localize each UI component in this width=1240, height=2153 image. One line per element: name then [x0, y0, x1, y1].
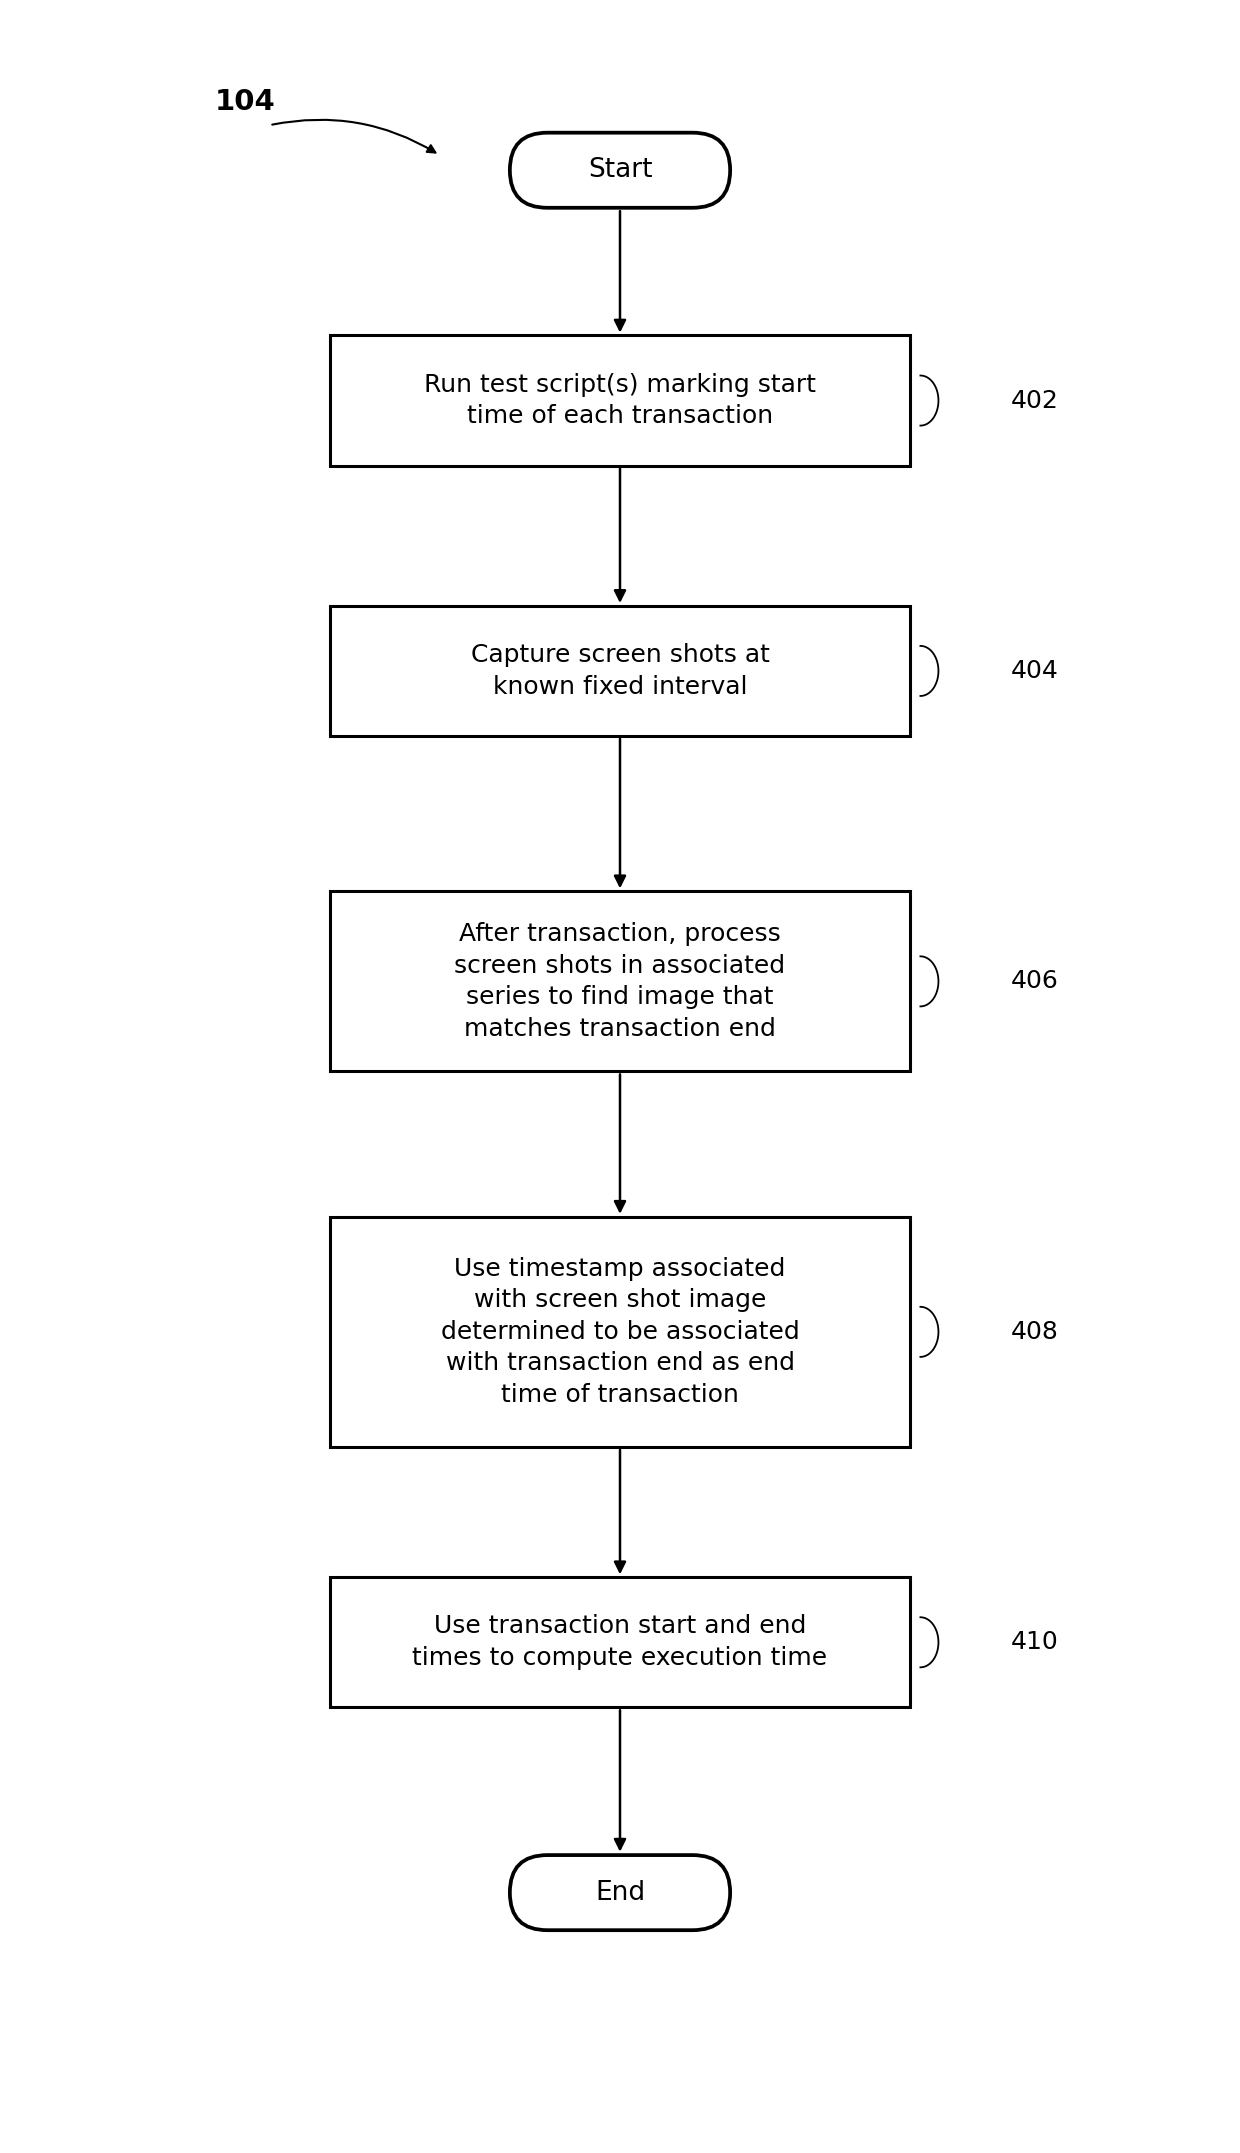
FancyBboxPatch shape	[510, 133, 730, 209]
Text: 104: 104	[215, 88, 275, 116]
FancyBboxPatch shape	[330, 1578, 910, 1707]
Text: End: End	[595, 1880, 645, 1905]
Text: Start: Start	[588, 157, 652, 183]
Text: 404: 404	[1011, 659, 1059, 683]
Text: 408: 408	[1011, 1320, 1059, 1343]
Text: Use timestamp associated
with screen shot image
determined to be associated
with: Use timestamp associated with screen sho…	[440, 1257, 800, 1408]
Text: 406: 406	[1011, 969, 1059, 993]
Text: 402: 402	[1011, 388, 1059, 413]
FancyBboxPatch shape	[330, 605, 910, 736]
FancyBboxPatch shape	[330, 891, 910, 1072]
Text: After transaction, process
screen shots in associated
series to find image that
: After transaction, process screen shots …	[454, 921, 786, 1040]
FancyBboxPatch shape	[510, 1856, 730, 1931]
Text: Capture screen shots at
known fixed interval: Capture screen shots at known fixed inte…	[470, 644, 770, 700]
FancyBboxPatch shape	[330, 336, 910, 465]
Text: 410: 410	[1011, 1630, 1058, 1654]
FancyBboxPatch shape	[330, 1216, 910, 1447]
Text: Run test script(s) marking start
time of each transaction: Run test script(s) marking start time of…	[424, 372, 816, 428]
Text: Use transaction start and end
times to compute execution time: Use transaction start and end times to c…	[413, 1615, 827, 1671]
